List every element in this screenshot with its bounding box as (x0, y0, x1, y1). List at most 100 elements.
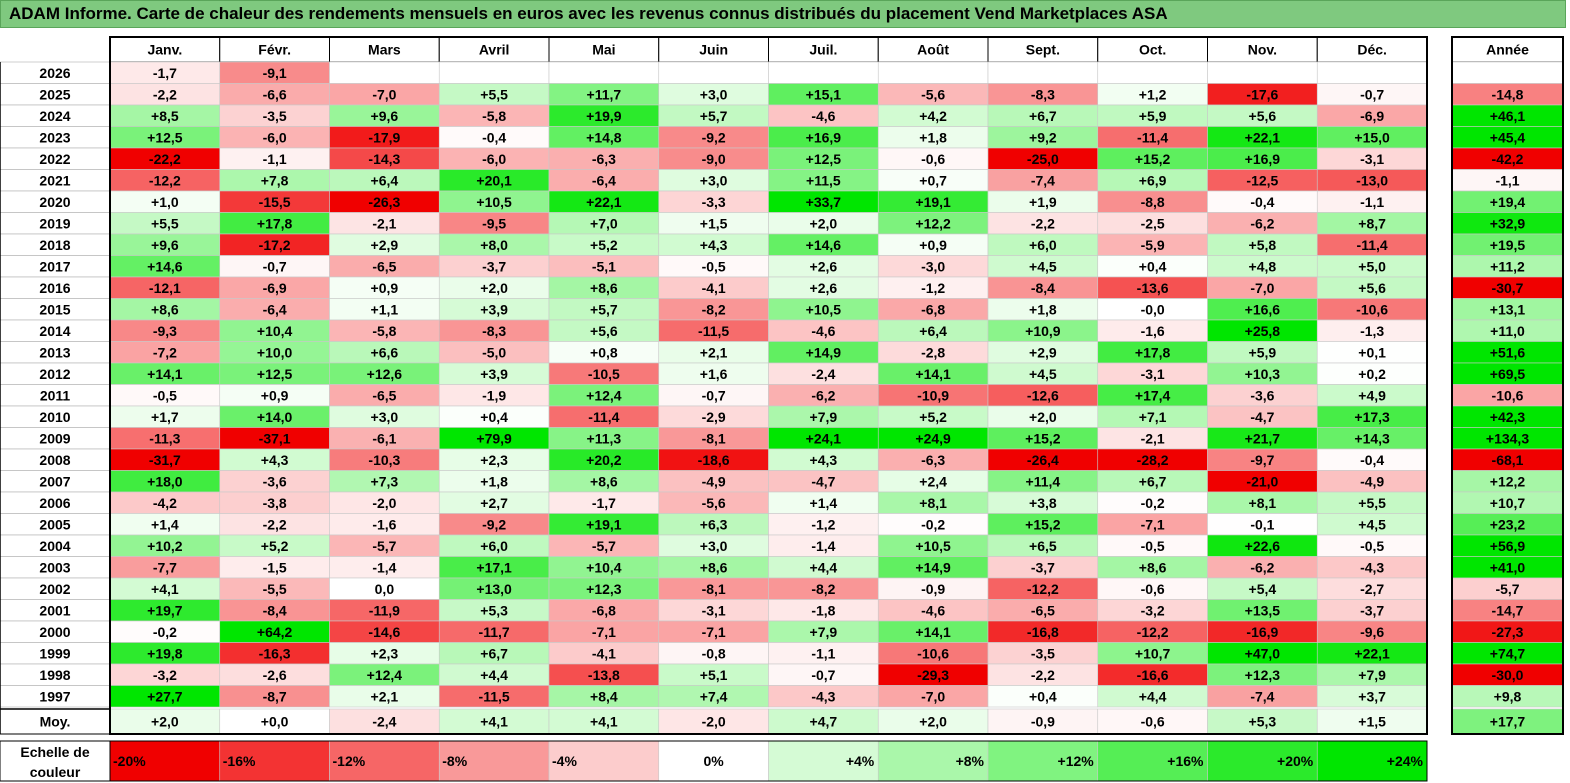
month-header-label: Mai (592, 42, 615, 58)
heatmap-cell-value: -7,1 (1141, 516, 1165, 532)
heatmap-cell-value: -11,5 (479, 688, 510, 704)
heatmap-cell-value: +17,8 (257, 215, 293, 231)
heatmap-cell-value: -0,6 (921, 151, 945, 167)
heatmap-cell-value: +6,7 (480, 645, 508, 661)
heatmap-cell-value: +4,5 (1358, 516, 1386, 532)
heatmap-cell-value: -3,1 (1360, 151, 1384, 167)
color-scale-stop-label: +24% (1387, 753, 1424, 769)
heatmap-cell-value: -9,7 (1250, 452, 1274, 468)
annual-cell-value: +42,3 (1490, 409, 1526, 425)
heatmap-cell-value: -0,7 (1360, 86, 1384, 102)
heatmap-cell-value: -11,4 (1137, 129, 1168, 145)
heatmap-cell-value: +1,8 (480, 473, 508, 489)
annual-column-border (1451, 36, 1564, 735)
heatmap-cell-value: +13,0 (476, 581, 512, 597)
year-header-cell (1451, 36, 1564, 63)
heatmap-cell-value: +17,4 (1135, 387, 1171, 403)
heatmap-cell-value: -2,9 (702, 409, 726, 425)
heatmap-cell-value: +1,1 (371, 301, 399, 317)
heatmap-cell-value: -0,6 (1141, 581, 1165, 597)
color-scale-swatch (877, 740, 989, 782)
heatmap-cell-value: +13,5 (1245, 602, 1281, 618)
heatmap-cell-value: -26,4 (1027, 452, 1059, 468)
heatmap-cell-value: +1,2 (1139, 86, 1167, 102)
heatmap-cell-value: +12,3 (1245, 667, 1281, 683)
row-year-label: 2010 (39, 409, 70, 425)
heatmap-cell-value: -8,8 (1141, 194, 1165, 210)
color-scale-label: Echelle de (20, 744, 89, 760)
heatmap-cell-value: -10,5 (588, 366, 620, 382)
row-year-label: 1998 (39, 667, 70, 683)
grid-border (109, 36, 1428, 735)
heatmap-cell-value: +4,3 (810, 452, 838, 468)
color-scale-border (109, 740, 1428, 782)
heatmap-cell-value: +3,0 (371, 409, 399, 425)
heatmap-cell-value: +7,0 (590, 215, 618, 231)
heatmap-cell-value: -2,2 (153, 86, 177, 102)
heatmap-cell-value: +1,4 (810, 495, 838, 511)
heatmap-cell-value: +12,5 (147, 129, 183, 145)
heatmap-cell-value: -12,2 (1027, 581, 1059, 597)
heatmap-cell-value: -1,5 (263, 559, 287, 575)
heatmap-cell-value: -3,3 (702, 194, 726, 210)
heatmap-cell-value: -6,3 (921, 452, 945, 468)
heatmap-cell-value: +4,3 (261, 452, 289, 468)
heatmap-cell-value: +10,5 (806, 301, 842, 317)
heatmap-cell-value: -2,1 (372, 215, 396, 231)
heatmap-cell-value: -7,1 (592, 624, 616, 640)
annual-cell-value: -5,7 (1495, 581, 1519, 597)
heatmap-cell-value: +5,6 (1249, 108, 1277, 124)
heatmap-cell-value: -11,7 (479, 624, 510, 640)
heatmap-cell-value: +8,6 (1139, 559, 1167, 575)
heatmap-cell-value: -21,0 (1246, 473, 1278, 489)
average-cell (329, 708, 440, 735)
annual-cell-value: -30,0 (1492, 667, 1524, 683)
heatmap-cell-value: +15,2 (1135, 151, 1171, 167)
heatmap-cell-value: -2,1 (1141, 430, 1165, 446)
annual-cell-value: -1,1 (1495, 172, 1519, 188)
annual-cell-value: +13,1 (1490, 301, 1526, 317)
heatmap-cell-value: -11,4 (1357, 237, 1388, 253)
heatmap-cell-value: +10,5 (476, 194, 512, 210)
average-cell (1097, 708, 1208, 735)
color-scale-stop-label: -20% (113, 753, 146, 769)
row-year-label: 2013 (39, 344, 70, 360)
heatmap-cell-value: +9,6 (151, 237, 179, 253)
row-year-label: 2022 (39, 151, 70, 167)
color-scale-label: couleur (30, 764, 81, 780)
color-scale-stop-label: -8% (442, 753, 467, 769)
annual-cell-value: +19,5 (1490, 237, 1526, 253)
color-scale-swatch (1316, 740, 1428, 782)
row-year-label: 2000 (39, 624, 70, 640)
heatmap-cell-value: +6,4 (919, 323, 947, 339)
heatmap-cell-value: -3,5 (263, 108, 287, 124)
color-scale-stop-label: +16% (1167, 753, 1204, 769)
heatmap-cell-value: +1,6 (700, 366, 728, 382)
heatmap-cell-value: -4,9 (1360, 473, 1384, 489)
heatmap-cell-value: +5,4 (1249, 581, 1277, 597)
heatmap-cell-value: +19,1 (915, 194, 951, 210)
month-header-label: Juil. (809, 42, 837, 58)
heatmap-cell-value: +10,0 (257, 344, 293, 360)
heatmap-cell-value: -8,1 (702, 430, 726, 446)
row-year-label: 2023 (39, 129, 70, 145)
heatmap-cell-value: +8,1 (1249, 495, 1277, 511)
heatmap-cell-value: -16,3 (259, 645, 291, 661)
row-year-label: 2002 (39, 581, 70, 597)
month-header-label: Déc. (1357, 42, 1387, 58)
heatmap-cell-value: -2,8 (921, 344, 945, 360)
annual-cell-value: +69,5 (1490, 366, 1526, 382)
heatmap-cell-value: +17,3 (1354, 409, 1390, 425)
average-cell (438, 708, 550, 735)
average-cell-value: -2,4 (372, 714, 396, 730)
heatmap-cell-value: -4,3 (1360, 559, 1384, 575)
month-header-label: Oct. (1139, 42, 1166, 58)
heatmap-cell-value: -1,4 (372, 559, 396, 575)
heatmap-cell-value: 0,0 (375, 581, 395, 597)
heatmap-cell-value: -9,2 (482, 516, 506, 532)
heatmap-cell-value: -1,8 (811, 602, 835, 618)
heatmap-cell-value: +12,2 (915, 215, 951, 231)
heatmap-cell-value: +2,6 (810, 280, 838, 296)
row-year-label: 2021 (39, 172, 70, 188)
heatmap-cell-value: +6,0 (1029, 237, 1057, 253)
